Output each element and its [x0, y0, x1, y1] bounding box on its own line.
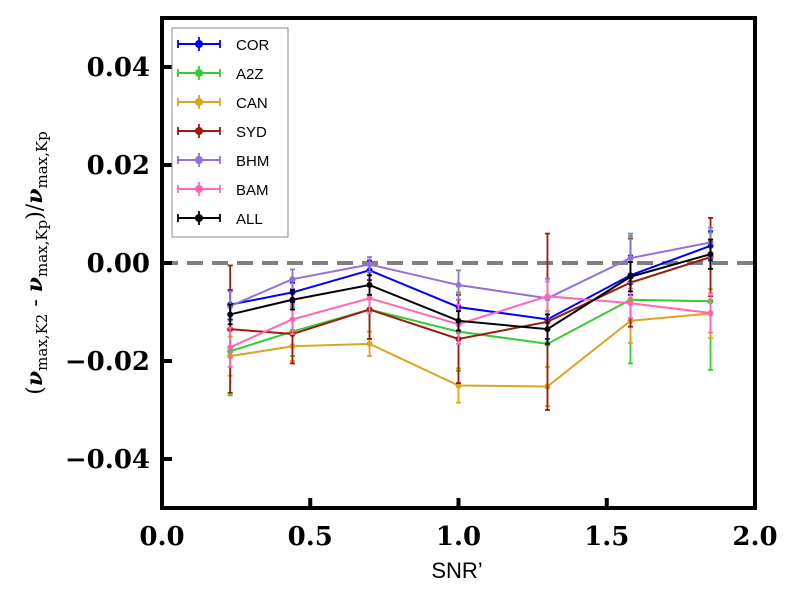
legend-entry-can: CAN	[177, 95, 268, 112]
legend-marker	[195, 127, 203, 135]
y-tick-label: −0.04	[65, 445, 150, 475]
data-point	[289, 296, 296, 303]
x-tick-label: 0.0	[139, 522, 184, 552]
data-point	[627, 300, 634, 307]
series-all	[227, 238, 714, 345]
legend-marker	[195, 214, 203, 222]
data-point	[707, 309, 714, 316]
data-point	[289, 316, 296, 323]
x-tick-label: 1.0	[436, 522, 481, 552]
legend-box	[171, 27, 289, 238]
data-point	[289, 276, 296, 283]
y-tick-label: −0.02	[65, 347, 150, 377]
series-line	[229, 253, 711, 331]
legend-label: SYD	[236, 124, 267, 141]
legend-marker	[195, 156, 203, 164]
legend-marker	[195, 185, 203, 193]
legend-label: ALL	[236, 211, 263, 228]
legend-label: COR	[236, 37, 270, 54]
legend-entry-cor: COR	[177, 37, 270, 54]
data-point	[544, 326, 551, 333]
legend-label: CAN	[236, 95, 268, 112]
data-point	[366, 261, 373, 268]
data-point	[366, 282, 373, 289]
data-point	[707, 251, 714, 258]
legend-label: BAM	[236, 182, 269, 199]
x-tick-label: 2.0	[732, 522, 777, 552]
x-tick-label: 1.5	[584, 522, 629, 552]
legend-entry-bhm: BHM	[177, 153, 269, 170]
series-line	[230, 312, 711, 388]
axes: 0.0 0.5 1.0 1.5 2.0 0.04 0.02 0.00 −0.02 −0.04	[65, 16, 778, 552]
y-tick-label: 0.02	[87, 151, 150, 181]
legend-label: A2Z	[236, 66, 264, 83]
data-point	[627, 273, 634, 280]
series-line	[229, 298, 711, 353]
y-tick-label: 0.00	[87, 249, 150, 279]
series-bam	[227, 280, 714, 368]
legend-entry-bam: BAM	[177, 182, 269, 199]
legend-marker	[195, 69, 203, 77]
series-can	[227, 288, 714, 407]
legend-marker	[195, 98, 203, 106]
data-point	[544, 293, 551, 300]
y-tick-label: 0.04	[87, 53, 150, 83]
data-point	[455, 282, 462, 289]
legend-entry-all: ALL	[177, 211, 263, 228]
x-tick-label: 0.5	[288, 522, 333, 552]
y-axis-label: (νmax,K2 - νmax,Kp)/νmax,Kp	[22, 131, 51, 394]
data-point	[455, 382, 462, 389]
x-axis-label: SNR’	[431, 558, 482, 583]
data-point	[455, 317, 462, 324]
series-syd	[227, 217, 714, 411]
plot-area	[162, 217, 755, 411]
legend-label: BHM	[236, 153, 269, 170]
legend-entry-a2z: A2Z	[177, 66, 264, 83]
legend-entry-syd: SYD	[177, 124, 267, 141]
data-point	[227, 311, 234, 318]
data-point	[627, 255, 634, 262]
legend-marker	[195, 40, 203, 48]
data-point	[227, 344, 234, 351]
legend: COR A2Z CAN SYD BHM BAM ALL	[171, 27, 289, 238]
data-point	[366, 340, 373, 347]
data-point	[366, 295, 373, 302]
